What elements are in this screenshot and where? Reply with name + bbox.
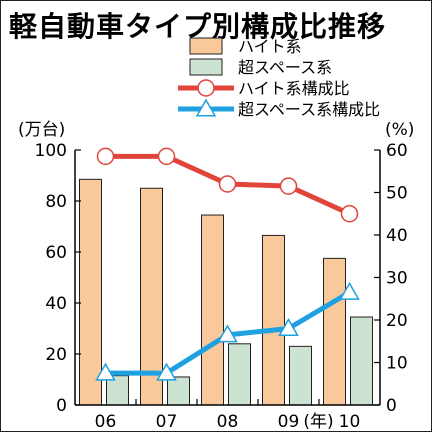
x-tick-label: 09 (278, 412, 300, 432)
point-superspace-ratio-09 (278, 317, 299, 336)
legend-label-0: ハイト系 (238, 37, 302, 56)
bar-superspace-08 (228, 343, 251, 406)
bar-superspace-09 (289, 345, 312, 406)
x-tick-label: 07 (156, 412, 178, 432)
point-hight-ratio-07 (157, 147, 176, 166)
legend-swatch-1 (189, 58, 223, 76)
point-superspace-ratio-06 (95, 362, 116, 381)
point-hight-ratio-06 (96, 147, 115, 166)
left-tick-label: 60 (45, 243, 67, 263)
right-unit-label: (%) (385, 120, 414, 140)
x-tick-label: 06 (95, 412, 117, 432)
left-tick-label: 100 (35, 141, 67, 161)
right-tick-label: 60 (386, 141, 408, 161)
bar-hight-09 (262, 234, 285, 406)
legend-marker-2 (197, 79, 215, 97)
bar-hight-06 (79, 178, 102, 406)
point-superspace-ratio-10 (339, 281, 360, 300)
bar-superspace-07 (167, 376, 190, 406)
legend-swatch-0 (189, 37, 223, 55)
legend-marker-3 (195, 98, 217, 117)
right-tick-label: 50 (386, 184, 408, 204)
left-tick-label: 40 (45, 294, 67, 314)
point-hight-ratio-08 (218, 175, 237, 193)
left-tick-label: 80 (45, 192, 67, 212)
legend-label-3: 超スペース系構成比 (238, 100, 380, 119)
right-tick-label: 10 (386, 354, 408, 374)
bar-hight-08 (201, 214, 224, 406)
x-tick-label: 10 (339, 412, 361, 432)
point-hight-ratio-09 (279, 177, 298, 195)
point-superspace-ratio-07 (156, 362, 177, 381)
left-unit-label: (万台) (18, 120, 65, 140)
legend-label-2: ハイト系構成比 (238, 79, 350, 98)
bar-superspace-10 (350, 316, 373, 406)
left-tick-label: 20 (45, 345, 67, 365)
right-tick-label: 30 (386, 269, 408, 289)
right-tick-label: 0 (386, 396, 397, 416)
bar-hight-10 (323, 257, 346, 406)
x-tick-label: 08 (217, 412, 239, 432)
point-hight-ratio-10 (340, 205, 359, 223)
point-superspace-ratio-08 (217, 324, 238, 343)
left-tick-label: 0 (56, 396, 67, 416)
x-unit-label: (年) (303, 412, 333, 432)
right-tick-label: 40 (386, 226, 408, 246)
right-tick-label: 20 (386, 311, 408, 331)
legend-label-1: 超スペース系 (238, 58, 332, 77)
